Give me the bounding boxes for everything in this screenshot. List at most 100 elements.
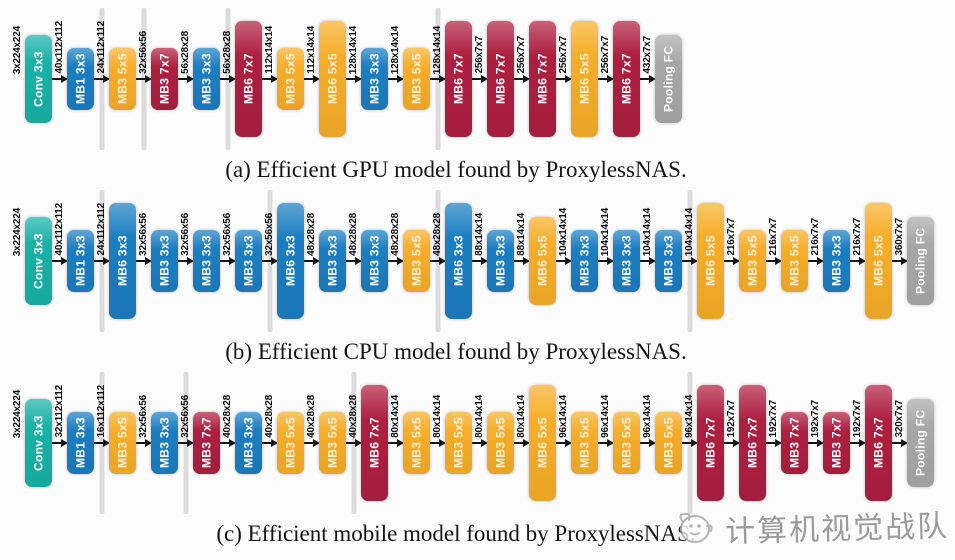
arrowhead-icon: [229, 439, 236, 447]
op-block-mb3-3x3: MB3 3x3: [487, 230, 514, 292]
tensor-dim-label: 360x7x7: [893, 218, 905, 256]
op-block-mb3-7x7: MB3 7x7: [781, 412, 808, 474]
op-block-mb6-3x3: MB6 3x3: [445, 203, 472, 319]
tensor-dim-label: 104x14x14: [641, 207, 653, 256]
arrowhead-icon: [733, 257, 740, 265]
flow-arrow: [298, 257, 320, 265]
op-block-mb3-3x3: MB3 3x3: [361, 48, 388, 110]
flow-arrow: [424, 439, 446, 447]
gap-zone: 80x14x14: [382, 368, 404, 518]
tensor-dim-label: 104x14x14: [599, 207, 611, 256]
gap-zone: 56x28x28: [172, 4, 194, 154]
arrowhead-icon: [397, 439, 404, 447]
op-block-mb3-7x7: MB3 7x7: [151, 48, 178, 110]
tensor-dim-label: 192x7x7: [767, 400, 779, 438]
block-cell: 96x14x14 MB3 5x5: [592, 368, 640, 518]
op-block-pooling-fc: Pooling FC: [655, 35, 682, 123]
block-cell: 32x56x56 MB3 7x7: [172, 368, 220, 518]
block-cell: 40x28x28 MB3 5x5: [298, 368, 346, 518]
flow-arrow: [676, 257, 698, 265]
arrowhead-icon: [859, 439, 866, 447]
op-block-mb6-7x7: MB6 7x7: [361, 385, 388, 501]
arrowhead-icon: [313, 257, 320, 265]
op-block-mb3-5x5: MB3 5x5: [571, 412, 598, 474]
op-block-conv-3x3: Conv 3x3: [25, 217, 52, 305]
block-cell: 40x112x112 MB1 3x3: [46, 186, 94, 336]
arrowhead-icon: [817, 257, 824, 265]
block-cell: 104x14x14 MB3 3x3: [550, 186, 598, 336]
tensor-dim-label: 216x7x7: [809, 218, 821, 256]
arrowhead-icon: [607, 439, 614, 447]
gap-zone: 80x14x14: [424, 368, 446, 518]
flow-arrow: [340, 257, 362, 265]
tensor-dim-label: 104x14x14: [683, 207, 695, 256]
tensor-dim-label: 48x28x28: [389, 213, 401, 256]
gap-zone: 24x112x112: [88, 186, 110, 336]
gap-zone: 3x224x224: [10, 4, 25, 154]
flow-arrow: [886, 439, 908, 447]
op-block-mb3-3x3: MB3 3x3: [235, 412, 262, 474]
tensor-dim-label: 40x28x28: [221, 395, 233, 438]
gap-zone: 192x7x7: [760, 368, 782, 518]
gap-zone: 216x7x7: [844, 186, 866, 336]
tensor-dim-label: 24x112x112: [95, 21, 107, 74]
op-block-mb3-3x3: MB3 3x3: [361, 230, 388, 292]
op-block-mb6-7x7: MB6 7x7: [739, 385, 766, 501]
tensor-dim-label: 40x28x28: [347, 395, 359, 438]
tensor-dim-label: 432x7x7: [641, 36, 653, 74]
block-cell: 32x56x56 MB3 3x3: [130, 368, 178, 518]
gap-zone: 104x14x14: [592, 186, 614, 336]
arrowhead-icon: [565, 439, 572, 447]
flow-arrow: [88, 257, 110, 265]
op-block-mb6-7x7: MB6 7x7: [487, 21, 514, 137]
tensor-dim-label: 48x28x28: [305, 213, 317, 256]
op-block-mb6-3x3: MB6 3x3: [277, 203, 304, 319]
tensor-dim-label: 32x56x56: [137, 31, 149, 74]
flow-arrow: [130, 439, 152, 447]
tensor-dim-label: 256x7x7: [515, 36, 527, 74]
block-cell: 3x224x224 Conv 3x3: [10, 368, 52, 518]
arrowhead-icon: [271, 439, 278, 447]
flow-arrow: [172, 439, 194, 447]
flow-arrow: [88, 75, 110, 83]
op-block-mb6-5x5: MB6 5x5: [319, 21, 346, 137]
op-block-mb6-5x5: MB6 5x5: [529, 217, 556, 305]
gap-zone: 128x14x14: [424, 4, 446, 154]
arrowhead-icon: [271, 257, 278, 265]
tensor-dim-label: 192x7x7: [725, 400, 737, 438]
tensor-dim-label: 80x14x14: [431, 395, 443, 438]
op-block-mb6-7x7: MB6 7x7: [529, 21, 556, 137]
gap-zone: 96x14x14: [676, 368, 698, 518]
arrowhead-icon: [355, 439, 362, 447]
arrowhead-icon: [145, 75, 152, 83]
op-block-mb3-5x5: MB3 5x5: [487, 412, 514, 474]
arrowhead-icon: [565, 75, 572, 83]
flow-arrow: [46, 257, 68, 265]
block-cell: 216x7x7 MB6 5x5: [844, 186, 892, 336]
caption-c: (c) Efficient mobile model found by Prox…: [216, 521, 696, 546]
gap-zone: 192x7x7: [844, 368, 866, 518]
block-cell: 96x14x14 MB3 5x5: [550, 368, 598, 518]
block-cell: 24x112x112 MB3 5x5: [88, 4, 136, 154]
op-block-mb3-5x5: MB3 5x5: [109, 412, 136, 474]
op-block-mb1-3x3: MB1 3x3: [67, 412, 94, 474]
block-cell: 256x7x7 MB6 7x7: [592, 4, 640, 154]
op-block-mb3-5x5: MB3 5x5: [277, 412, 304, 474]
arrowhead-icon: [313, 75, 320, 83]
tensor-dim-label: 256x7x7: [473, 36, 485, 74]
block-cell: 216x7x7 MB3 3x3: [802, 186, 850, 336]
arrowhead-icon: [481, 75, 488, 83]
gap-zone: 104x14x14: [550, 186, 572, 336]
block-cell: 32x56x56 MB3 3x3: [214, 186, 262, 336]
flow-arrow: [718, 257, 740, 265]
block-cell: 88x14x14 MB6 5x5: [508, 186, 556, 336]
block-cell: 360x7x7 Pooling FC: [886, 186, 934, 336]
arrowhead-icon: [439, 257, 446, 265]
flow-arrow: [214, 439, 236, 447]
op-block-conv-3x3: Conv 3x3: [25, 399, 52, 487]
flow-arrow: [256, 75, 278, 83]
flow-arrow: [298, 75, 320, 83]
op-block-mb3-3x3: MB3 3x3: [823, 230, 850, 292]
flow-arrow: [760, 257, 782, 265]
